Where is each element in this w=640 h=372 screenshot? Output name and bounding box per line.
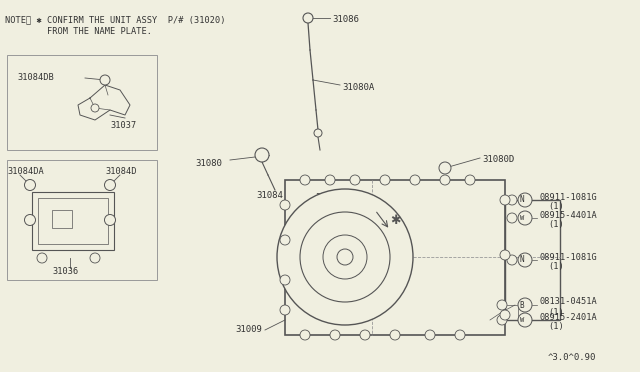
- Circle shape: [518, 253, 532, 267]
- Circle shape: [337, 249, 353, 265]
- Text: 08915-2401A: 08915-2401A: [540, 312, 598, 321]
- Text: 31084: 31084: [256, 190, 283, 199]
- Circle shape: [497, 315, 507, 325]
- Text: 08911-1081G: 08911-1081G: [540, 192, 598, 202]
- Text: N: N: [520, 196, 524, 205]
- Text: 08911-1081G: 08911-1081G: [540, 253, 598, 262]
- Text: (1): (1): [548, 263, 564, 272]
- Circle shape: [518, 313, 532, 327]
- Text: 31020: 31020: [315, 193, 342, 202]
- Circle shape: [323, 235, 367, 279]
- Text: 08131-0451A: 08131-0451A: [540, 298, 598, 307]
- Circle shape: [24, 215, 35, 225]
- Circle shape: [303, 13, 313, 23]
- Text: 31080: 31080: [195, 158, 222, 167]
- Circle shape: [280, 235, 290, 245]
- Text: 31080D: 31080D: [482, 155, 515, 164]
- Text: FROM THE NAME PLATE.: FROM THE NAME PLATE.: [5, 28, 152, 36]
- Bar: [38, 198, 108, 244]
- Circle shape: [350, 175, 360, 185]
- Circle shape: [390, 330, 400, 340]
- Circle shape: [410, 175, 420, 185]
- Circle shape: [90, 253, 100, 263]
- Circle shape: [518, 211, 532, 225]
- Text: 08915-4401A: 08915-4401A: [540, 211, 598, 219]
- Circle shape: [425, 330, 435, 340]
- Circle shape: [507, 213, 517, 223]
- Text: NOTE、 ✱ CONFIRM THE UNIT ASSY  P/# (31020): NOTE、 ✱ CONFIRM THE UNIT ASSY P/# (31020…: [5, 16, 225, 25]
- Text: 31080A: 31080A: [342, 83, 374, 93]
- Text: N: N: [520, 256, 524, 264]
- Circle shape: [300, 330, 310, 340]
- Text: (1): (1): [548, 202, 564, 212]
- Text: W: W: [520, 215, 524, 221]
- Circle shape: [500, 310, 510, 320]
- Bar: [7, 160, 157, 280]
- Bar: [285, 180, 505, 335]
- Circle shape: [507, 255, 517, 265]
- Text: (1): (1): [548, 308, 564, 317]
- Circle shape: [465, 175, 475, 185]
- Text: B: B: [520, 301, 524, 310]
- Circle shape: [91, 104, 99, 112]
- Circle shape: [330, 330, 340, 340]
- Text: 31084DB: 31084DB: [17, 74, 54, 83]
- Circle shape: [104, 180, 115, 190]
- Circle shape: [300, 212, 390, 302]
- Text: 31009: 31009: [235, 326, 262, 334]
- Bar: [505, 200, 560, 320]
- Circle shape: [518, 193, 532, 207]
- Circle shape: [24, 180, 35, 190]
- Circle shape: [500, 195, 510, 205]
- Text: 31036: 31036: [52, 267, 78, 276]
- Bar: [7, 55, 157, 150]
- Circle shape: [280, 305, 290, 315]
- Bar: [32, 192, 114, 250]
- Circle shape: [507, 195, 517, 205]
- Text: 31084D: 31084D: [105, 167, 136, 176]
- Circle shape: [360, 330, 370, 340]
- Circle shape: [455, 330, 465, 340]
- Text: 31086: 31086: [332, 16, 359, 25]
- Circle shape: [100, 75, 110, 85]
- Text: (1): (1): [548, 221, 564, 230]
- Text: 31084DA: 31084DA: [7, 167, 44, 176]
- Circle shape: [277, 189, 413, 325]
- Circle shape: [500, 250, 510, 260]
- Circle shape: [497, 300, 507, 310]
- Circle shape: [380, 175, 390, 185]
- Text: (1): (1): [548, 323, 564, 331]
- Text: W: W: [520, 317, 524, 323]
- Circle shape: [300, 175, 310, 185]
- Circle shape: [518, 298, 532, 312]
- Circle shape: [325, 175, 335, 185]
- Circle shape: [439, 162, 451, 174]
- Text: ✱: ✱: [390, 214, 400, 227]
- Circle shape: [104, 215, 115, 225]
- Circle shape: [37, 253, 47, 263]
- Circle shape: [255, 148, 269, 162]
- Circle shape: [314, 129, 322, 137]
- Circle shape: [280, 200, 290, 210]
- Circle shape: [440, 175, 450, 185]
- Bar: [52, 210, 72, 228]
- Text: 31037: 31037: [110, 121, 136, 129]
- Text: ^3.0^0.90: ^3.0^0.90: [548, 353, 596, 362]
- Circle shape: [280, 275, 290, 285]
